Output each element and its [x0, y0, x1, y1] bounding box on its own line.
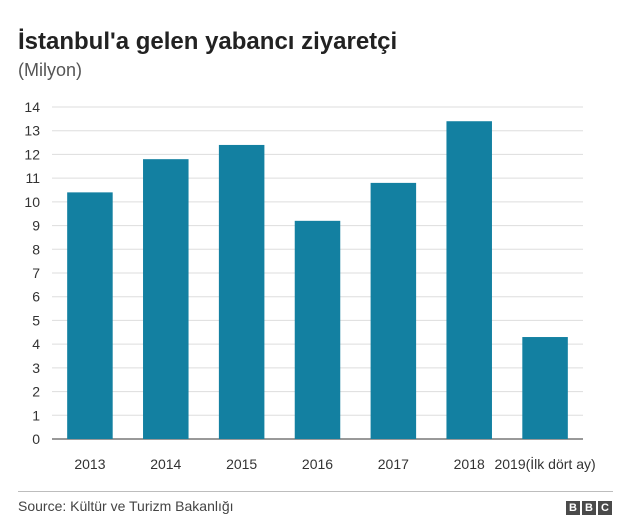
bar: [143, 159, 189, 439]
bar: [446, 121, 492, 439]
y-tick-label: 5: [32, 312, 40, 328]
bar: [522, 337, 568, 439]
footer-divider: [18, 491, 613, 492]
y-tick-label: 11: [25, 170, 40, 186]
y-tick-label: 3: [32, 360, 40, 376]
bar: [218, 144, 265, 439]
y-tick-label: 12: [24, 146, 40, 162]
y-tick-label: 1: [32, 407, 40, 423]
bbc-logo-letter: C: [598, 501, 612, 515]
x-tick-label: 2018: [454, 456, 485, 472]
y-tick-label: 13: [24, 123, 40, 139]
y-tick-label: 14: [24, 99, 40, 115]
bar: [294, 220, 341, 439]
bbc-logo-letter: B: [582, 501, 596, 515]
source-note: Source: Kültür ve Turizm Bakanlığı: [18, 498, 234, 514]
y-tick-label: 10: [24, 194, 40, 210]
y-tick-label: 6: [32, 289, 40, 305]
y-tick-label: 0: [32, 431, 40, 447]
y-tick-label: 8: [32, 241, 40, 257]
chart-title: İstanbul'a gelen yabancı ziyaretçi: [18, 28, 398, 55]
bar: [370, 182, 417, 439]
bbc-logo: B B C: [566, 501, 612, 515]
y-tick-label: 9: [32, 218, 40, 234]
y-tick-label: 2: [32, 384, 40, 400]
y-tick-label: 4: [32, 336, 40, 352]
x-tick-label: 2013: [74, 456, 105, 472]
x-tick-label: 2015: [226, 456, 257, 472]
x-tick-label: 2019(İlk dört ay): [494, 455, 595, 472]
y-tick-label: 7: [32, 265, 40, 281]
x-tick-label: 2016: [302, 456, 333, 472]
x-tick-label: 2014: [150, 456, 181, 472]
x-tick-label: 2017: [378, 456, 409, 472]
chart-subtitle: (Milyon): [18, 60, 83, 80]
bar: [67, 192, 113, 439]
bbc-logo-letter: B: [566, 501, 580, 515]
